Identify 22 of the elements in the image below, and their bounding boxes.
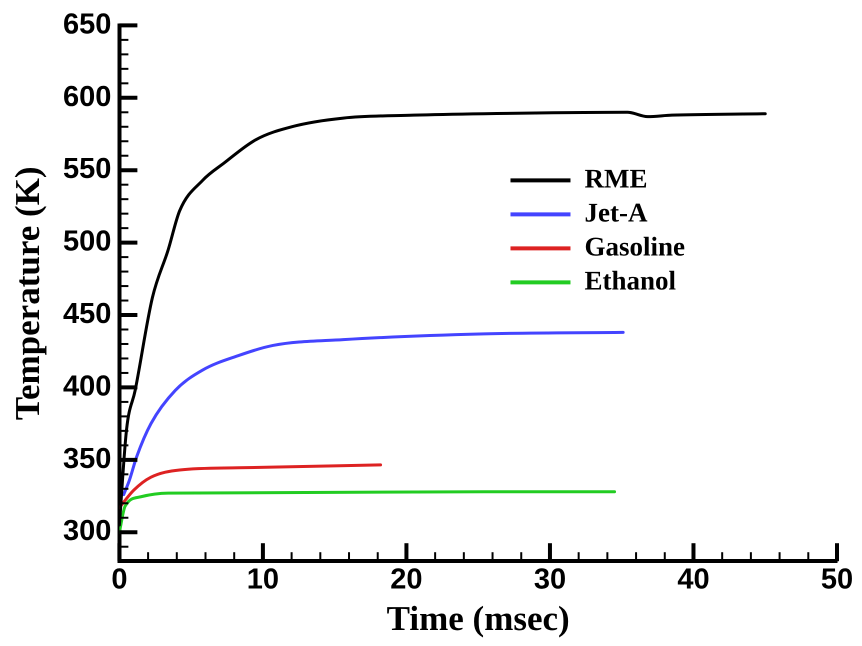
y-tick-label: 450 <box>62 298 112 330</box>
x-axis-title: Time (msec) <box>386 599 570 638</box>
legend-label: RME <box>584 163 648 194</box>
legend-label: Ethanol <box>584 265 677 296</box>
line-series <box>122 330 625 496</box>
y-tick-label: 350 <box>62 442 112 475</box>
y-tick-label: 300 <box>62 515 112 548</box>
x-tick-label: 0 <box>111 564 128 596</box>
legend-label: Gasoline <box>584 231 686 262</box>
y-axis-title: Temperature (K) <box>8 166 48 420</box>
x-tick-label: 50 <box>820 564 854 596</box>
legend-label: Jet-A <box>584 197 648 228</box>
y-tick-label: 500 <box>62 226 112 258</box>
x-tick-label: 10 <box>246 564 280 596</box>
y-tick-label: 400 <box>62 370 112 402</box>
x-tick-label: 30 <box>534 564 566 596</box>
line-series <box>119 463 382 510</box>
y-tick-label: 550 <box>62 153 112 186</box>
x-tick-label: 20 <box>390 564 423 596</box>
y-tick-label: 650 <box>62 8 112 40</box>
x-tick-label: 40 <box>677 564 710 596</box>
y-tick-label: 600 <box>62 80 112 113</box>
